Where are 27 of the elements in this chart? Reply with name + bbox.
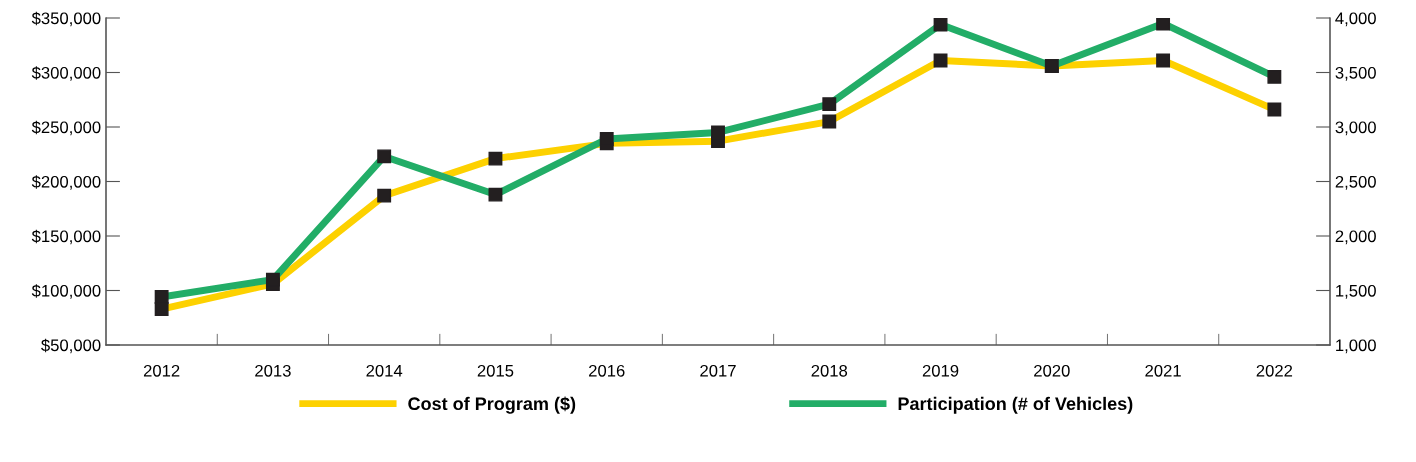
x-tick-label: 2015	[477, 364, 514, 377]
y-tick-label: $100,000	[31, 284, 101, 299]
x-tick-label: 2020	[1034, 364, 1070, 377]
legend-label: Cost of Program ($)	[408, 396, 576, 414]
y2-tick-label: 3,500	[1335, 66, 1376, 81]
y2-tick-label: 2,000	[1335, 230, 1376, 245]
y2-tick-label: 2,500	[1335, 175, 1376, 190]
y-tick-label: $350,000	[31, 11, 101, 27]
y-tick-label: $150,000	[31, 229, 101, 245]
x-tick-label: 2013	[255, 364, 291, 377]
x-tick-label: 2016	[589, 364, 625, 377]
y2-tick-label: 3,000	[1335, 121, 1376, 136]
y2-tick-label: 1,500	[1336, 284, 1376, 299]
x-tick-label: 2021	[1145, 364, 1181, 377]
x-tick-label: 2018	[811, 364, 848, 377]
y2-tick-label: 1,000	[1336, 339, 1376, 354]
y-tick-label: $250,000	[31, 120, 101, 136]
x-tick-label: 2019	[922, 364, 959, 377]
y-tick-label: $50,000	[41, 338, 101, 354]
x-tick-label: 2017	[700, 364, 736, 377]
y2-tick-label: 4,000	[1335, 12, 1376, 27]
x-tick-label: 2022	[1256, 364, 1293, 377]
legend-label: Participation (# of Vehicles)	[898, 396, 1133, 414]
y-tick-label: $300,000	[31, 66, 101, 81]
x-tick-label: 2012	[143, 364, 180, 377]
x-tick-label: 2014	[366, 364, 403, 377]
y-tick-label: $200,000	[31, 175, 101, 190]
